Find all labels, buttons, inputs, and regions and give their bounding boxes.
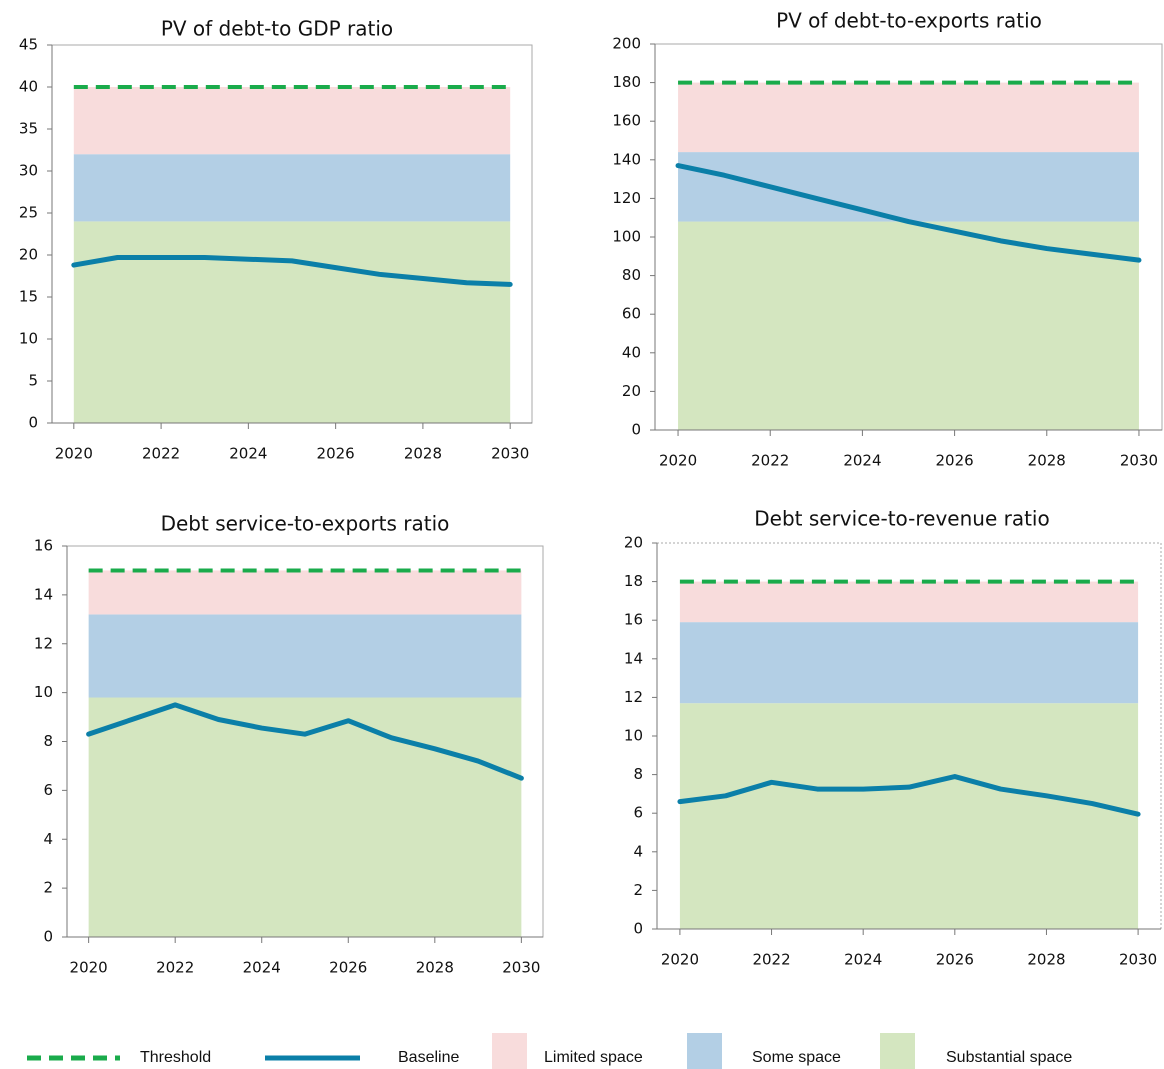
legend-swatch: [687, 1033, 722, 1069]
y-tick-label: 6: [633, 804, 643, 822]
x-tick-label: 2022: [751, 452, 789, 470]
y-tick-label: 40: [622, 343, 641, 361]
y-tick-label: 100: [612, 228, 641, 246]
band: [73, 221, 511, 423]
y-tick-label: 6: [43, 781, 53, 799]
x-tick-label: 2028: [416, 959, 454, 977]
x-tick-label: 2028: [404, 445, 442, 463]
band: [88, 570, 522, 615]
x-tick-label: 2020: [659, 452, 697, 470]
y-tick-label: 10: [19, 330, 38, 348]
legend-label: Limited space: [544, 1049, 643, 1066]
x-tick-label: 2028: [1027, 951, 1065, 969]
y-tick-label: 8: [633, 765, 643, 783]
y-tick-label: 14: [34, 585, 53, 603]
y-tick-label: 80: [622, 266, 641, 284]
y-tick-label: 0: [43, 928, 53, 946]
x-tick-label: 2022: [156, 959, 194, 977]
legend-swatch: [880, 1033, 915, 1069]
x-tick-label: 2026: [936, 951, 974, 969]
band: [88, 614, 522, 698]
x-tick-label: 2020: [661, 951, 699, 969]
x-tick-label: 2022: [142, 445, 180, 463]
band: [73, 87, 511, 155]
chart-title: Debt service-to-revenue ratio: [754, 507, 1049, 531]
legend-label: Baseline: [398, 1049, 459, 1066]
y-tick-label: 25: [19, 204, 38, 222]
y-tick-label: 0: [633, 920, 643, 938]
y-tick-label: 200: [612, 35, 641, 53]
band: [678, 152, 1139, 222]
y-tick-label: 30: [19, 162, 38, 180]
band: [678, 221, 1139, 430]
y-tick-label: 0: [631, 421, 641, 439]
x-tick-label: 2030: [491, 445, 529, 463]
y-tick-label: 35: [19, 120, 38, 138]
y-tick-label: 16: [34, 537, 53, 555]
y-tick-label: 2: [633, 881, 643, 899]
y-tick-label: 160: [612, 112, 641, 130]
y-tick-label: 40: [19, 78, 38, 96]
y-tick-label: 16: [624, 611, 643, 629]
x-tick-label: 2020: [55, 445, 93, 463]
baseline-line: [675, 163, 1142, 263]
chart-title: PV of debt-to GDP ratio: [161, 17, 393, 41]
legend-label: Some space: [752, 1049, 841, 1066]
y-tick-label: 10: [624, 727, 643, 745]
x-tick-label: 2026: [935, 452, 973, 470]
y-tick-label: 45: [19, 36, 38, 54]
y-tick-label: 20: [19, 246, 38, 264]
band: [679, 622, 1139, 704]
band: [73, 154, 511, 222]
y-tick-label: 12: [34, 634, 53, 652]
x-tick-label: 2030: [502, 959, 540, 977]
y-tick-label: 4: [633, 842, 643, 860]
legend-label: Threshold: [140, 1049, 211, 1066]
y-tick-label: 120: [612, 189, 641, 207]
y-tick-label: 140: [612, 150, 641, 168]
y-tick-label: 4: [43, 830, 53, 848]
x-tick-label: 2030: [1120, 452, 1158, 470]
legend-swatch: [492, 1033, 527, 1069]
legend-label: Substantial space: [946, 1049, 1072, 1066]
y-tick-label: 12: [624, 688, 643, 706]
chart-title: Debt service-to-exports ratio: [161, 512, 450, 536]
band: [679, 581, 1139, 623]
y-tick-label: 2: [43, 879, 53, 897]
band: [678, 82, 1139, 153]
y-tick-label: 20: [622, 382, 641, 400]
y-tick-label: 5: [28, 372, 38, 390]
x-tick-label: 2022: [752, 951, 790, 969]
x-tick-label: 2026: [317, 445, 355, 463]
chart-title: PV of debt-to-exports ratio: [776, 9, 1042, 33]
x-tick-label: 2026: [329, 959, 367, 977]
x-tick-label: 2024: [229, 445, 267, 463]
y-tick-label: 10: [34, 683, 53, 701]
x-tick-label: 2028: [1028, 452, 1066, 470]
y-tick-label: 20: [624, 534, 643, 552]
baseline-line: [677, 774, 1141, 817]
y-tick-label: 8: [43, 732, 53, 750]
y-tick-label: 0: [28, 414, 38, 432]
x-tick-label: 2024: [843, 452, 881, 470]
y-tick-label: 15: [19, 288, 38, 306]
y-tick-label: 18: [624, 572, 643, 590]
baseline-line: [86, 702, 524, 781]
y-tick-label: 14: [624, 649, 643, 667]
band: [88, 697, 522, 937]
x-tick-label: 2030: [1119, 951, 1157, 969]
x-tick-label: 2020: [70, 959, 108, 977]
baseline-line: [71, 255, 513, 287]
y-tick-label: 180: [612, 73, 641, 91]
band: [679, 703, 1139, 929]
x-tick-label: 2024: [243, 959, 281, 977]
x-tick-label: 2024: [844, 951, 882, 969]
y-tick-label: 60: [622, 305, 641, 323]
